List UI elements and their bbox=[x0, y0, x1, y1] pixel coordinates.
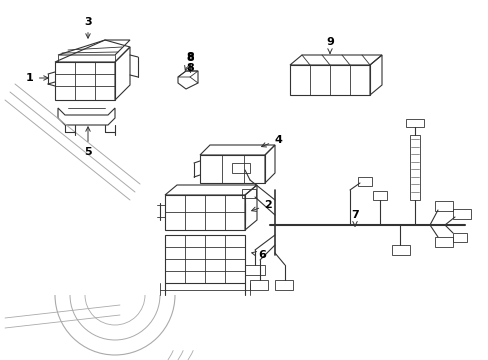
Text: 8: 8 bbox=[186, 63, 193, 73]
Bar bbox=[372, 191, 386, 200]
Bar bbox=[289, 65, 369, 95]
Text: 2: 2 bbox=[251, 200, 271, 211]
Bar bbox=[242, 189, 256, 198]
Text: 4: 4 bbox=[261, 135, 282, 147]
Bar bbox=[200, 155, 264, 183]
Text: 7: 7 bbox=[350, 210, 358, 226]
Bar bbox=[409, 135, 419, 200]
Bar bbox=[452, 233, 466, 242]
Bar bbox=[434, 237, 452, 247]
Bar bbox=[274, 280, 292, 290]
Text: 5: 5 bbox=[84, 127, 92, 157]
Text: 6: 6 bbox=[251, 250, 265, 260]
Bar bbox=[55, 62, 115, 100]
Bar bbox=[405, 119, 423, 127]
Bar bbox=[231, 163, 249, 173]
Bar bbox=[164, 235, 244, 283]
Text: 8: 8 bbox=[186, 53, 193, 63]
Text: 3: 3 bbox=[84, 17, 92, 38]
Bar bbox=[244, 265, 264, 275]
Text: 8: 8 bbox=[184, 52, 193, 70]
Bar bbox=[357, 177, 371, 186]
Bar bbox=[452, 209, 470, 219]
Bar bbox=[249, 280, 267, 290]
Bar bbox=[164, 195, 244, 230]
Text: 1: 1 bbox=[26, 73, 48, 83]
Text: 9: 9 bbox=[325, 37, 333, 53]
Bar bbox=[391, 245, 409, 255]
Bar bbox=[434, 201, 452, 211]
